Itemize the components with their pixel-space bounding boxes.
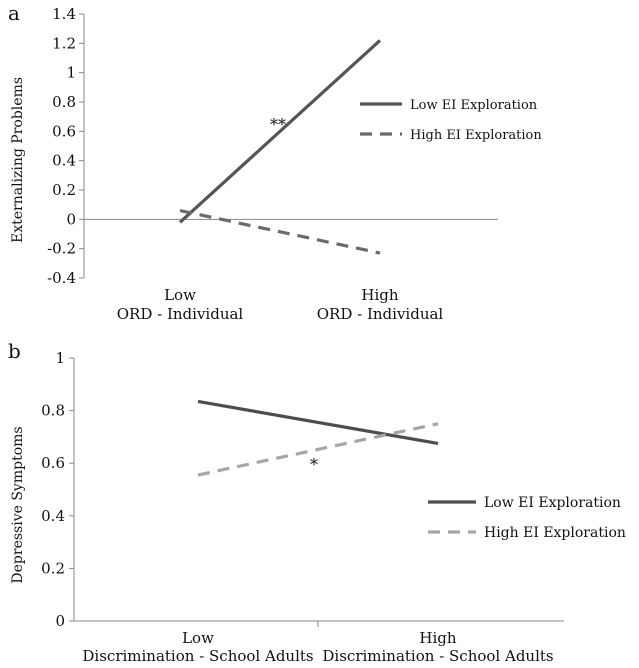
panel-a-series-low-line [178, 39, 382, 224]
panel-a-annotation: ** [270, 115, 286, 134]
panel-b-category-label: High [419, 629, 456, 647]
panel-a-label: a [8, 1, 20, 25]
panel-b-category-label: Discrimination - School Adults [322, 647, 553, 665]
panel-b-legend-label: High EI Exploration [484, 525, 626, 541]
panel-a-category-label: Low [164, 286, 196, 304]
panel-a-category-label: ORD - Individual [117, 305, 244, 323]
panel-a-category-label: High [361, 286, 398, 304]
panel-b-legend-label: Low EI Exploration [484, 495, 621, 511]
panel-a-ytick-label: 1.4 [52, 5, 76, 23]
panel-a-ytick-label: 0 [66, 210, 76, 228]
panel-b: b Depressive Symptoms 0 0.2 0.4 0.6 0.8 1 Low… [8, 339, 626, 665]
panel-a-ytick-label: -0.4 [47, 269, 76, 287]
panel-a-ytick-label: 1 [66, 64, 76, 82]
panel-b-category-label: Discrimination - School Adults [82, 647, 313, 665]
panel-a-legend-label: High EI Exploration [410, 128, 542, 143]
panel-b-series-high-line [197, 422, 439, 477]
panel-b-ytick-label: 1 [55, 349, 65, 367]
panel-a-ytick-label: -0.2 [47, 240, 76, 258]
panel-b-ytick-label: 0.4 [41, 507, 65, 525]
panel-b-category-label: Low [182, 629, 214, 647]
panel-b-ytick-label: 0.8 [41, 402, 65, 420]
panel-a-legend-label: Low EI Exploration [410, 98, 538, 113]
panel-b-series-low-line [197, 399, 439, 446]
panel-b-label: b [8, 339, 21, 363]
panel-b-ytick-label: 0 [55, 612, 65, 630]
panel-a: a Externalizing Problems -0.4 -0.2 0 0.2 0.4… [8, 1, 542, 323]
panel-a-ytick-label: 0.8 [52, 93, 76, 111]
panel-a-ytick-label: 0.2 [52, 181, 76, 199]
panel-b-annotation: * [310, 455, 318, 474]
panel-a-series-high-line [179, 208, 381, 255]
panel-a-ytick-label: 0.6 [52, 122, 76, 140]
panel-b-ytick-label: 0.6 [41, 454, 65, 472]
panel-a-category-label: ORD - Individual [317, 305, 444, 323]
panel-a-ytick-label: 1.2 [52, 34, 76, 52]
panel-a-ytick-label: 0.4 [52, 152, 76, 170]
panel-b-ytick-label: 0.2 [41, 559, 65, 577]
panel-a-ylabel: Externalizing Problems [10, 77, 26, 243]
panel-b-ylabel: Depressive Symptoms [10, 426, 26, 583]
